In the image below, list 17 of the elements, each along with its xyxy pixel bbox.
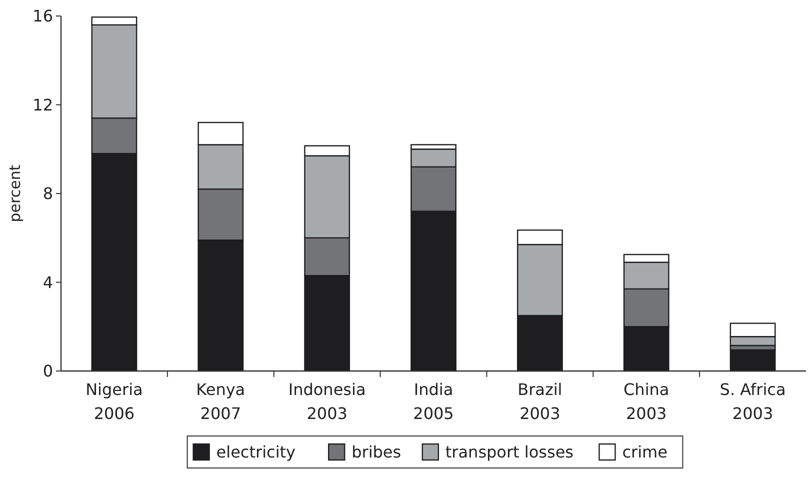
legend-label: bribes [352,442,402,462]
x-tick-label: S. Africa 2003 [720,380,786,423]
x-tick-label: Brazil 2003 [518,380,562,423]
x-tick-label: Nigeria 2006 [86,380,143,423]
legend-label: crime [622,442,668,462]
legend-label: electricity [216,442,296,462]
x-tick-label: Indonesia 2003 [288,380,366,423]
y-tick-label: 8 [42,184,53,204]
x-tick-label: Kenya 2007 [196,380,246,423]
legend-label: transport losses [445,442,574,462]
y-tick-label: 4 [42,272,53,292]
y-tick-label: 12 [32,95,53,114]
y-axis-title: percent [6,164,24,222]
x-tick-label: India 2005 [413,380,454,423]
x-tick-label: China 2003 [624,380,670,423]
y-tick-label: 0 [42,362,53,381]
y-tick-label: 16 [32,6,53,26]
